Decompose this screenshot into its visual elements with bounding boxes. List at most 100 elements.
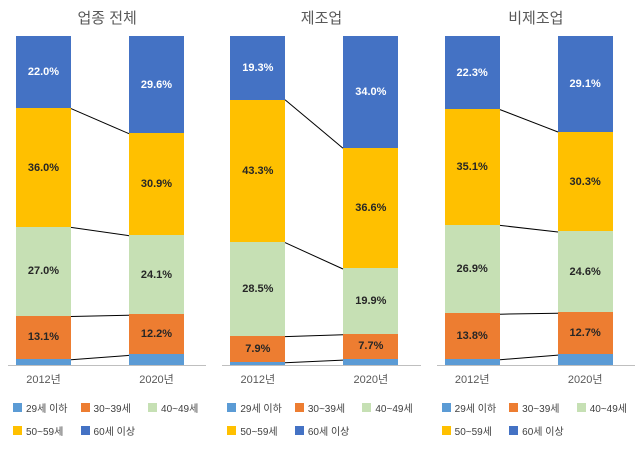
legend-label: 30~39세 <box>522 404 560 415</box>
connector-line <box>70 226 130 237</box>
connector-line <box>70 354 130 361</box>
legend-item: 60세 이상 <box>509 423 564 438</box>
x-axis-label: 2020년 <box>353 374 389 386</box>
bar-segment-2012년-50~59세: 43.3% <box>230 99 286 242</box>
x-axis: 2012년 2020년 <box>437 366 635 388</box>
chart-panel-non-manufacturing: 비제조업 13.8% 26.9% 35.1% 22.3% 12.7% 24.6% 30.3%… <box>429 0 643 454</box>
bar-segment-2020년-29세 이하 <box>557 354 613 365</box>
x-axis-label: 2012년 <box>26 374 61 386</box>
bar-segment-2012년-29세 이하 <box>230 361 286 365</box>
data-label: 7.9% <box>245 342 271 355</box>
legend-item: 30~39세 <box>80 400 136 415</box>
legend-swatch <box>13 403 22 412</box>
data-label: 22.0% <box>27 66 60 79</box>
data-label: 27.0% <box>27 265 60 278</box>
legend-item: 30~39세 <box>509 400 564 415</box>
legend-label: 29세 이하 <box>26 404 68 415</box>
x-axis-label: 2020년 <box>567 374 603 386</box>
legend-label: 50~59세 <box>454 427 492 438</box>
legend-swatch <box>362 403 372 412</box>
bar-segment-2012년-40~49세: 26.9% <box>444 224 500 314</box>
data-label: 22.3% <box>456 66 488 79</box>
bar-segment-2012년-30~39세: 13.8% <box>444 313 500 359</box>
bar-segment-2020년-30~39세: 7.7% <box>343 333 399 360</box>
x-axis-label: 2020년 <box>139 374 174 386</box>
legend-label: 40~49세 <box>161 404 199 415</box>
bar-segment-2020년-60세 이상: 29.1% <box>557 36 613 132</box>
data-label: 24.1% <box>140 268 173 281</box>
connector-line <box>285 334 344 338</box>
legend-swatch <box>441 403 451 412</box>
legend-label: 60세 이상 <box>307 427 350 438</box>
data-label: 43.3% <box>242 164 274 177</box>
legend-label: 50~59세 <box>240 427 278 438</box>
bar-segment-2012년-60세 이상: 19.3% <box>230 36 286 100</box>
legend-swatch <box>294 426 304 435</box>
legend: 29세 이하 30~39세 40~49세 50~59세 60세 이상 <box>227 400 422 438</box>
bar-segment-2012년-30~39세: 7.9% <box>230 335 286 362</box>
bar-segment-2020년-40~49세: 24.1% <box>129 235 184 315</box>
bar-segment-2012년-50~59세: 36.0% <box>16 108 71 227</box>
bar-segment-2020년-50~59세: 30.3% <box>557 131 613 232</box>
legend-item: 50~59세 <box>227 423 282 438</box>
connector-line <box>499 354 558 361</box>
data-label: 19.9% <box>355 295 387 308</box>
legend-swatch <box>227 426 237 435</box>
legend-swatch <box>80 426 90 435</box>
bar-segment-2020년-30~39세: 12.2% <box>129 314 184 355</box>
data-label: 13.8% <box>456 330 488 343</box>
bar-segment-2012년-29세 이하 <box>16 358 71 365</box>
x-axis: 2012년 2020년 <box>8 366 206 388</box>
legend-swatch <box>227 403 237 412</box>
chart-panel-manufacturing: 제조업 7.9% 28.5% 43.3% 19.3% 7.7% 19.9% 36.6% 34.… <box>214 0 428 454</box>
bar-segment-2012년-30~39세: 13.1% <box>16 315 71 359</box>
legend-label: 50~59세 <box>26 427 64 438</box>
data-label: 29.6% <box>140 78 173 91</box>
data-label: 26.9% <box>456 263 488 276</box>
legend-swatch <box>148 403 158 412</box>
plot-area: 13.1% 27.0% 36.0% 22.0% 12.2% 24.1% 30.9% 29.6% <box>8 36 207 366</box>
legend-item: 40~49세 <box>148 400 198 415</box>
data-label: 36.0% <box>27 161 60 174</box>
data-label: 30.9% <box>140 178 173 191</box>
bar-segment-2020년-60세 이상: 29.6% <box>129 36 184 134</box>
bar-segment-2020년-29세 이하 <box>343 359 399 365</box>
data-label: 30.3% <box>569 175 601 188</box>
legend-item: 40~49세 <box>362 400 413 415</box>
data-label: 36.6% <box>355 202 387 215</box>
legend-label: 30~39세 <box>307 404 346 415</box>
legend-item: 50~59세 <box>441 423 497 438</box>
connector-line <box>499 312 558 315</box>
legend-label: 40~49세 <box>375 404 413 415</box>
data-label: 19.3% <box>242 61 274 74</box>
legend-item: 29세 이하 <box>441 400 496 415</box>
plot-area: 7.9% 28.5% 43.3% 19.3% 7.7% 19.9% 36.6% 34.0% <box>222 36 421 366</box>
bar-segment-2020년-40~49세: 24.6% <box>557 231 613 313</box>
bar-segment-2012년-40~49세: 27.0% <box>16 226 71 316</box>
connector-line <box>285 99 344 149</box>
data-label: 13.1% <box>27 331 60 344</box>
legend-label: 40~49세 <box>589 404 627 415</box>
connector-line <box>499 109 558 133</box>
bar-segment-2012년-40~49세: 28.5% <box>230 241 286 336</box>
bar-segment-2020년-30~39세: 12.7% <box>557 312 613 355</box>
connector-line <box>285 242 344 270</box>
legend-swatch <box>80 403 90 412</box>
x-axis-label: 2012년 <box>240 374 276 386</box>
legend-label: 60세 이상 <box>93 427 136 438</box>
bar-segment-2020년-60세 이상: 34.0% <box>343 36 399 148</box>
data-label: 24.6% <box>569 265 601 278</box>
plot-area: 13.8% 26.9% 35.1% 22.3% 12.7% 24.6% 30.3% 29.1% <box>436 36 635 366</box>
x-axis: 2012년 2020년 <box>222 366 420 388</box>
data-label: 12.2% <box>140 328 173 341</box>
data-label: 29.1% <box>569 77 601 90</box>
chart-title: 비제조업 <box>508 10 564 27</box>
data-label: 12.7% <box>569 327 601 340</box>
legend-label: 29세 이하 <box>240 404 282 415</box>
legend-item: 29세 이하 <box>227 400 282 415</box>
data-label: 28.5% <box>242 282 274 295</box>
x-axis-label: 2012년 <box>454 374 490 386</box>
data-label: 35.1% <box>456 161 488 174</box>
bar-segment-2012년-60세 이상: 22.0% <box>16 36 71 109</box>
